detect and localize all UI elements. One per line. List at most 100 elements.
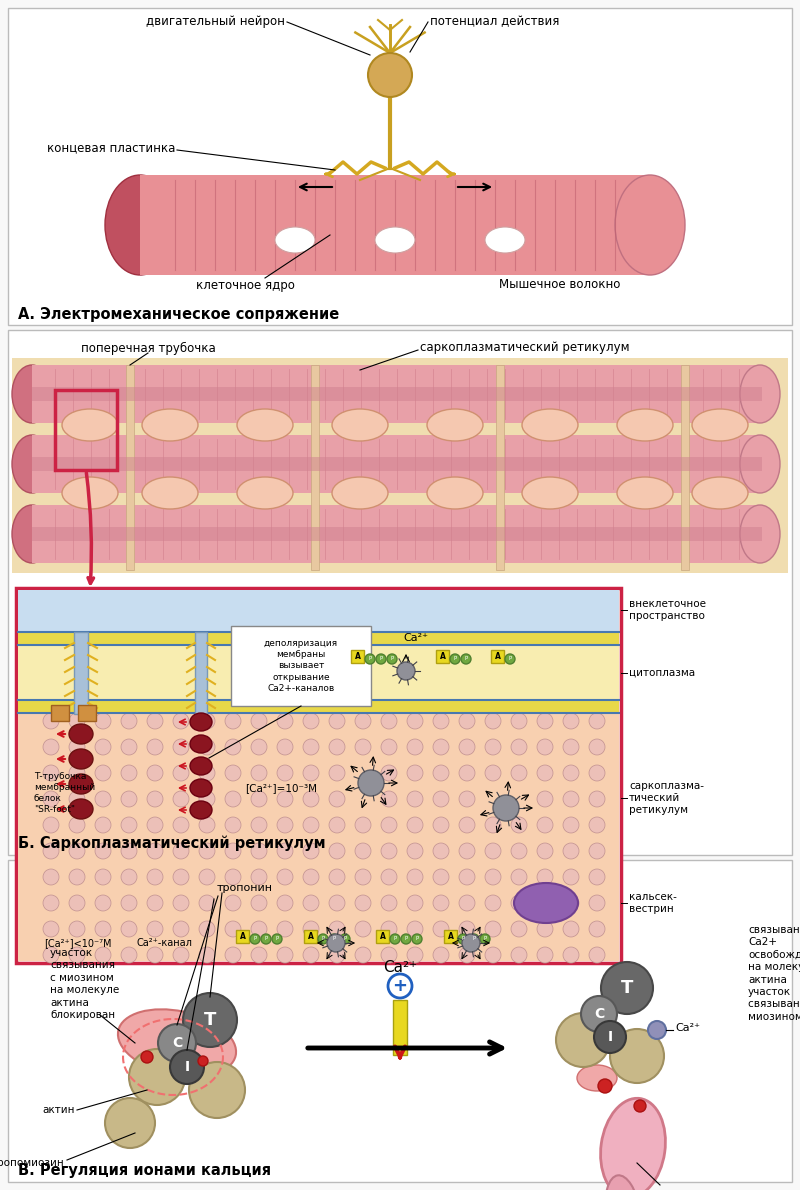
Circle shape (225, 765, 241, 781)
Circle shape (459, 895, 475, 912)
Text: головка миозина: головка миозина (613, 1188, 707, 1190)
Text: Ca²⁺: Ca²⁺ (675, 1023, 700, 1033)
Text: тропомиозин: тропомиозин (0, 1158, 65, 1169)
Circle shape (173, 843, 189, 859)
Circle shape (329, 713, 345, 729)
Ellipse shape (69, 798, 93, 819)
Circle shape (147, 843, 163, 859)
Ellipse shape (62, 477, 118, 509)
Circle shape (355, 713, 371, 729)
Circle shape (199, 818, 215, 833)
Circle shape (459, 818, 475, 833)
Ellipse shape (142, 477, 198, 509)
Circle shape (601, 962, 653, 1014)
Circle shape (511, 843, 527, 859)
Text: Ca²⁺: Ca²⁺ (383, 960, 417, 976)
Ellipse shape (237, 409, 293, 441)
Ellipse shape (190, 735, 212, 753)
Circle shape (121, 791, 137, 807)
Circle shape (199, 921, 215, 937)
Bar (195, 632, 207, 714)
Circle shape (303, 791, 319, 807)
Ellipse shape (740, 436, 780, 493)
Text: P: P (275, 937, 278, 941)
Circle shape (225, 818, 241, 833)
Circle shape (485, 739, 501, 754)
Circle shape (387, 654, 397, 664)
Text: саркоплазма-
тический
ретикулум: саркоплазма- тический ретикулум (629, 781, 704, 815)
Ellipse shape (692, 409, 748, 441)
Circle shape (412, 934, 422, 944)
Bar (304, 931, 317, 942)
Circle shape (147, 921, 163, 937)
Ellipse shape (740, 365, 780, 422)
Ellipse shape (485, 227, 525, 253)
Circle shape (433, 843, 449, 859)
Text: I: I (607, 1031, 613, 1044)
Circle shape (329, 791, 345, 807)
Circle shape (303, 713, 319, 729)
Bar (18, 590, 619, 632)
Circle shape (459, 739, 475, 754)
Circle shape (147, 818, 163, 833)
Circle shape (459, 947, 475, 963)
Circle shape (511, 895, 527, 912)
Circle shape (189, 1061, 245, 1117)
Ellipse shape (105, 175, 175, 275)
Text: актин: актин (42, 1106, 75, 1115)
Circle shape (462, 934, 480, 952)
Circle shape (381, 818, 397, 833)
Circle shape (173, 869, 189, 885)
Circle shape (589, 713, 605, 729)
Circle shape (329, 843, 345, 859)
Circle shape (537, 947, 553, 963)
Bar (140, 175, 650, 275)
Ellipse shape (275, 227, 315, 253)
Circle shape (598, 1079, 612, 1092)
Circle shape (355, 869, 371, 885)
Text: C: C (594, 1007, 604, 1021)
Circle shape (251, 947, 267, 963)
Text: P: P (472, 937, 476, 941)
Ellipse shape (740, 505, 780, 563)
Circle shape (433, 921, 449, 937)
Circle shape (199, 739, 215, 754)
Bar (32, 387, 762, 401)
Circle shape (381, 869, 397, 885)
Bar (18, 632, 619, 645)
Circle shape (381, 843, 397, 859)
Text: P: P (483, 937, 486, 941)
Circle shape (581, 996, 617, 1032)
Circle shape (433, 791, 449, 807)
Circle shape (95, 818, 111, 833)
Circle shape (303, 869, 319, 885)
Circle shape (407, 739, 423, 754)
Ellipse shape (522, 477, 578, 509)
Ellipse shape (69, 749, 93, 769)
Circle shape (407, 818, 423, 833)
Circle shape (43, 947, 59, 963)
Circle shape (563, 791, 579, 807)
Ellipse shape (332, 409, 388, 441)
Text: P: P (454, 657, 457, 662)
Circle shape (459, 843, 475, 859)
Circle shape (563, 818, 579, 833)
Circle shape (173, 921, 189, 937)
Circle shape (198, 1056, 208, 1066)
Circle shape (199, 791, 215, 807)
Circle shape (303, 843, 319, 859)
Circle shape (433, 765, 449, 781)
Ellipse shape (427, 477, 483, 509)
Circle shape (511, 713, 527, 729)
Circle shape (251, 713, 267, 729)
Circle shape (329, 895, 345, 912)
Circle shape (225, 895, 241, 912)
Text: P: P (415, 937, 418, 941)
Circle shape (147, 869, 163, 885)
Bar (16, 588, 621, 963)
Circle shape (365, 654, 375, 664)
Circle shape (95, 765, 111, 781)
Circle shape (355, 818, 371, 833)
Circle shape (511, 765, 527, 781)
Circle shape (340, 934, 350, 944)
